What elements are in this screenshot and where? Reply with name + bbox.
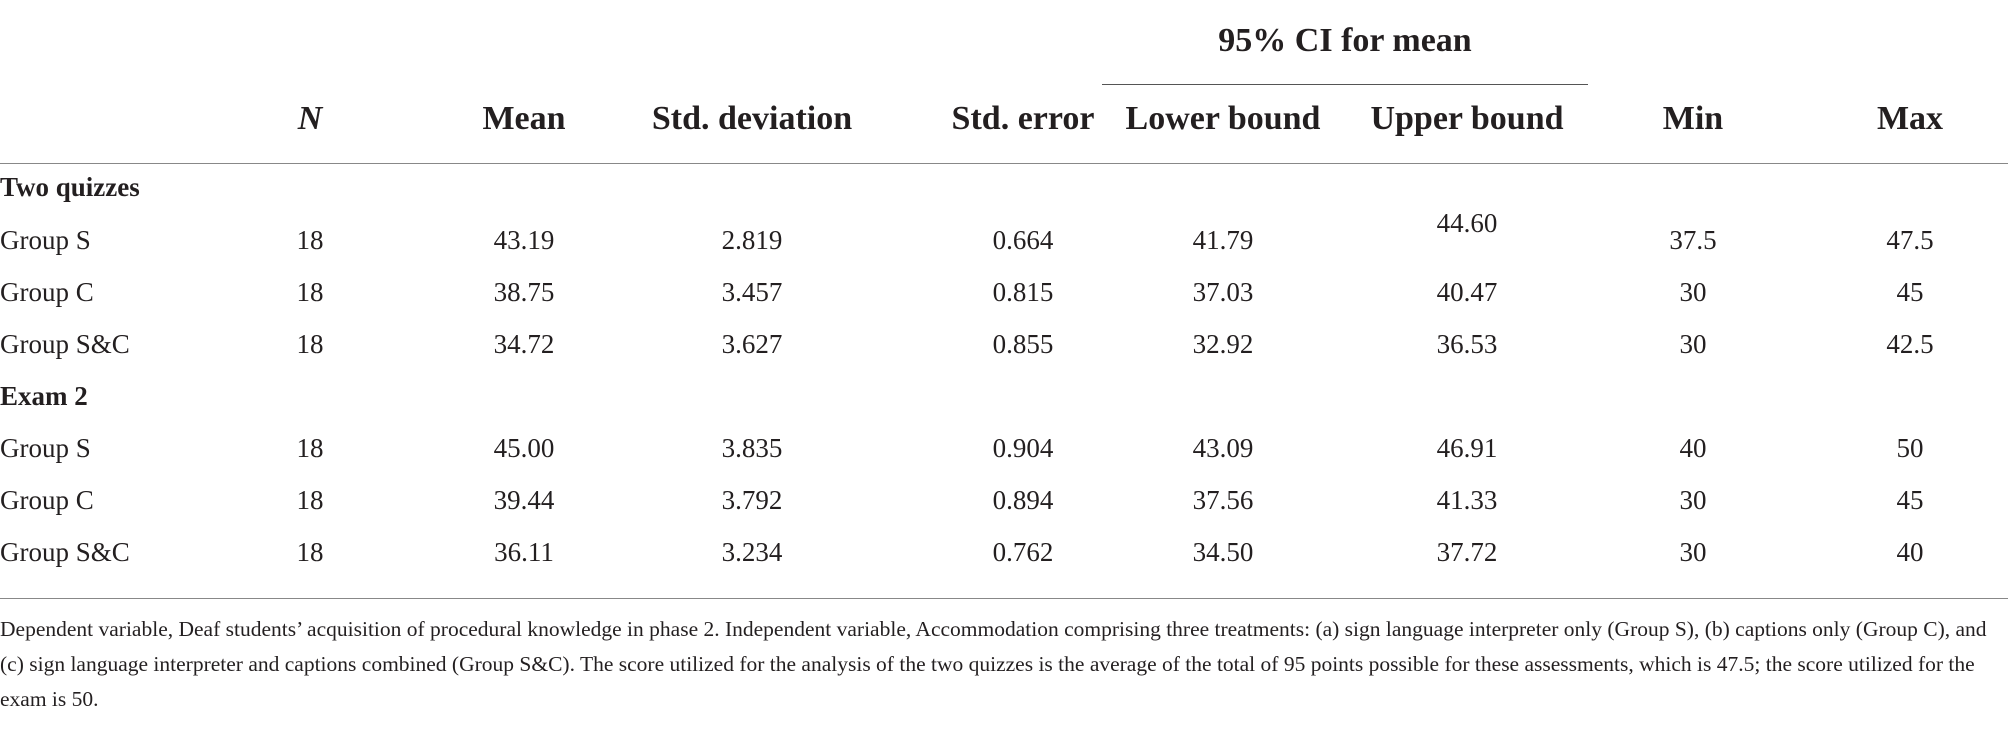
cell-mean: 43.19	[493, 225, 555, 255]
cell-max: 42.5	[1886, 329, 1934, 359]
cell-upper-bound: 37.72	[1436, 537, 1498, 567]
cell-upper-bound: 44.60	[1436, 208, 1498, 238]
cell-max: 47.5	[1886, 225, 1934, 255]
cell-max: 40	[1896, 537, 1924, 567]
cell-mean: 38.75	[493, 277, 555, 307]
cell-std-deviation: 3.457	[721, 277, 783, 307]
col-header-std-deviation: Std. deviation	[651, 100, 853, 137]
ci-group-rule	[1102, 84, 1588, 85]
cell-std-error: 0.664	[992, 225, 1054, 255]
cell-n: 18	[296, 277, 324, 307]
cell-min: 30	[1679, 277, 1707, 307]
row-label: Group C	[0, 277, 94, 307]
cell-n: 18	[296, 225, 324, 255]
cell-lower-bound: 43.09	[1192, 433, 1254, 463]
cell-min: 37.5	[1669, 225, 1717, 255]
cell-n: 18	[296, 537, 324, 567]
row-label: Group S	[0, 433, 91, 463]
cell-std-deviation: 3.835	[721, 433, 783, 463]
col-header-lower-bound: Lower bound	[1125, 100, 1321, 137]
cell-std-deviation: 3.792	[721, 485, 783, 515]
cell-mean: 45.00	[493, 433, 555, 463]
footer-rule	[0, 598, 2008, 599]
cell-n: 18	[296, 329, 324, 359]
cell-std-deviation: 2.819	[721, 225, 783, 255]
row-label: Group S	[0, 225, 91, 255]
cell-n: 18	[296, 485, 324, 515]
cell-min: 30	[1679, 329, 1707, 359]
col-header-max: Max	[1876, 100, 1944, 137]
cell-std-error: 0.894	[992, 485, 1054, 515]
cell-std-error: 0.762	[992, 537, 1054, 567]
cell-upper-bound: 40.47	[1436, 277, 1498, 307]
cell-std-error: 0.815	[992, 277, 1054, 307]
cell-lower-bound: 32.92	[1192, 329, 1254, 359]
cell-lower-bound: 34.50	[1192, 537, 1254, 567]
cell-max: 50	[1896, 433, 1924, 463]
cell-std-deviation: 3.234	[721, 537, 783, 567]
section-title-exam-2: Exam 2	[0, 381, 88, 411]
ci-group-header: 95% CI for mean	[1218, 22, 1472, 59]
cell-std-error: 0.904	[992, 433, 1054, 463]
cell-lower-bound: 37.56	[1192, 485, 1254, 515]
col-header-min: Min	[1662, 100, 1724, 137]
cell-std-error: 0.855	[992, 329, 1054, 359]
cell-max: 45	[1896, 277, 1924, 307]
col-header-mean: Mean	[482, 100, 566, 137]
section-title-two-quizzes: Two quizzes	[0, 172, 140, 202]
header-rule	[0, 163, 2008, 164]
row-label: Group S&C	[0, 329, 130, 359]
table-footnote: Dependent variable, Deaf students’ acqui…	[0, 617, 1987, 711]
cell-min: 30	[1679, 485, 1707, 515]
cell-mean: 39.44	[493, 485, 555, 515]
col-header-upper-bound: Upper bound	[1370, 100, 1564, 137]
cell-max: 45	[1896, 485, 1924, 515]
cell-upper-bound: 36.53	[1436, 329, 1498, 359]
row-label: Group C	[0, 485, 94, 515]
col-header-n: N	[297, 100, 323, 137]
cell-min: 30	[1679, 537, 1707, 567]
cell-upper-bound: 46.91	[1436, 433, 1498, 463]
row-label: Group S&C	[0, 537, 130, 567]
cell-lower-bound: 41.79	[1192, 225, 1254, 255]
cell-std-deviation: 3.627	[721, 329, 783, 359]
cell-lower-bound: 37.03	[1192, 277, 1254, 307]
cell-mean: 36.11	[494, 537, 554, 567]
col-header-std-error: Std. error	[951, 100, 1095, 137]
cell-upper-bound: 41.33	[1436, 485, 1498, 515]
cell-n: 18	[296, 433, 324, 463]
cell-min: 40	[1679, 433, 1707, 463]
cell-mean: 34.72	[493, 329, 555, 359]
